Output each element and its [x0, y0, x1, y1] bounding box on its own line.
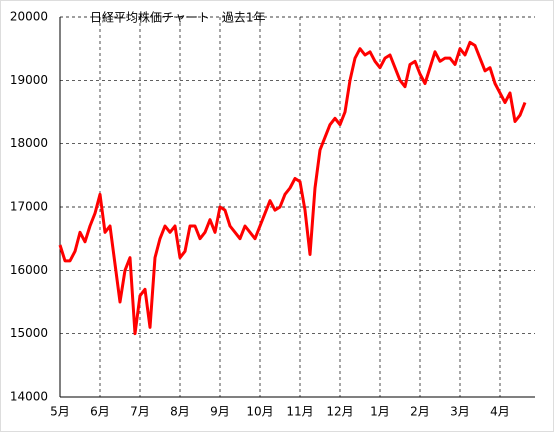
x-tick-label: 10月 [246, 405, 273, 419]
x-tick-label: 4月 [490, 405, 510, 419]
x-tick-label: 5月 [50, 405, 70, 419]
y-tick-label: 15000 [10, 326, 48, 340]
chart-title: 日経平均株価チャート 過去1年 [90, 10, 266, 25]
x-tick-label: 2月 [410, 405, 430, 419]
x-tick-label: 7月 [130, 405, 150, 419]
x-tick-label: 9月 [210, 405, 230, 419]
y-tick-label: 20000 [10, 10, 48, 24]
y-tick-label: 19000 [10, 73, 48, 87]
y-tick-label: 16000 [10, 263, 48, 277]
y-tick-label: 17000 [10, 200, 48, 214]
y-tick-label: 18000 [10, 136, 48, 150]
x-tick-label: 8月 [170, 405, 190, 419]
x-tick-label: 11月 [286, 405, 313, 419]
x-tick-label: 1月 [370, 405, 390, 419]
price-line [58, 40, 527, 336]
x-tick-label: 12月 [326, 405, 353, 419]
x-tick-label: 3月 [450, 405, 470, 419]
x-tick-label: 6月 [90, 405, 110, 419]
y-tick-label: 14000 [10, 390, 48, 404]
